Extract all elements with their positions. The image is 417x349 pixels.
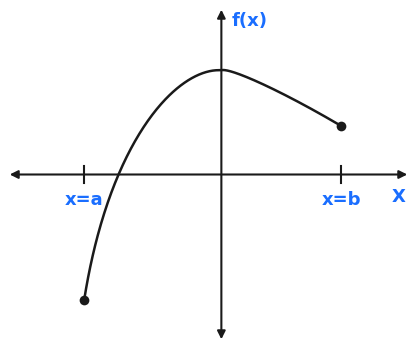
Text: x=b: x=b [322, 191, 361, 209]
Text: x=a: x=a [65, 191, 103, 209]
Text: X: X [392, 188, 406, 207]
Text: f(x): f(x) [232, 12, 268, 30]
